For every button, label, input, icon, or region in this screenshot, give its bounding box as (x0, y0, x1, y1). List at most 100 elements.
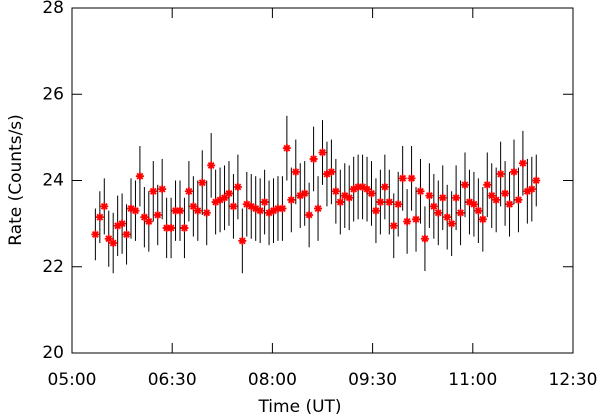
point (340, 191, 349, 200)
point (403, 217, 412, 226)
y-tick-label: 24 (42, 171, 64, 191)
point (184, 187, 193, 196)
y-tick-label: 26 (42, 84, 64, 104)
point (389, 221, 398, 230)
point (104, 234, 113, 243)
point (483, 180, 492, 189)
point (95, 213, 104, 222)
point (233, 182, 242, 191)
point (385, 198, 394, 207)
point (140, 213, 149, 222)
point (309, 154, 318, 163)
point (291, 167, 300, 176)
point (501, 189, 510, 198)
point (189, 202, 198, 211)
point (296, 191, 305, 200)
point (434, 208, 443, 217)
point (91, 230, 100, 239)
point (336, 198, 345, 207)
point (380, 182, 389, 191)
point (127, 204, 136, 213)
point (376, 198, 385, 207)
point (265, 208, 274, 217)
point (122, 230, 131, 239)
point (256, 206, 265, 215)
point (461, 180, 470, 189)
point (443, 213, 452, 222)
point (509, 167, 518, 176)
point (229, 202, 238, 211)
point (193, 206, 202, 215)
point (149, 187, 158, 196)
point (314, 204, 323, 213)
point (363, 185, 372, 194)
x-tick-label: 12:30 (549, 370, 598, 390)
point (425, 191, 434, 200)
point (492, 195, 501, 204)
point (523, 187, 532, 196)
point (469, 200, 478, 209)
point (198, 178, 207, 187)
point (358, 182, 367, 191)
point (416, 187, 425, 196)
point (131, 206, 140, 215)
point (211, 198, 220, 207)
point (100, 202, 109, 211)
point (331, 187, 340, 196)
point (247, 202, 256, 211)
point (371, 206, 380, 215)
x-tick-label: 08:00 (248, 370, 297, 390)
point (514, 195, 523, 204)
point (282, 144, 291, 153)
point (260, 198, 269, 207)
x-tick-label: 09:30 (348, 370, 397, 390)
y-axis-label: Rate (Counts/s) (6, 114, 26, 246)
point (224, 189, 233, 198)
point (354, 182, 363, 191)
y-tick-label: 22 (42, 257, 64, 277)
point (118, 219, 127, 228)
point (420, 234, 429, 243)
point (144, 217, 153, 226)
x-tick-label: 11:00 (448, 370, 497, 390)
point (429, 202, 438, 211)
point (202, 208, 211, 217)
point (438, 193, 447, 202)
point (216, 195, 225, 204)
point (394, 200, 403, 209)
point (465, 198, 474, 207)
point (269, 206, 278, 215)
point (305, 211, 314, 219)
point (496, 170, 505, 179)
point (158, 185, 167, 194)
point (447, 219, 456, 228)
point (287, 195, 296, 204)
point (207, 161, 216, 170)
point (527, 185, 536, 194)
point (180, 223, 189, 232)
x-tick-label: 06:30 (148, 370, 197, 390)
point (478, 215, 487, 224)
x-axis-label: Time (UT) (257, 397, 341, 417)
point (452, 193, 461, 202)
point (456, 208, 465, 217)
point (474, 206, 483, 215)
point (327, 167, 336, 176)
point (505, 200, 514, 209)
point (322, 170, 331, 179)
point (349, 185, 358, 194)
y-tick-label: 20 (42, 343, 64, 363)
point (242, 200, 251, 209)
point (167, 223, 176, 232)
point (398, 174, 407, 183)
point (220, 193, 229, 202)
point (109, 239, 118, 248)
point (153, 211, 162, 219)
point (412, 215, 421, 224)
point (532, 176, 541, 185)
point (367, 189, 376, 198)
point (113, 221, 122, 230)
point (135, 172, 144, 181)
point (300, 189, 309, 198)
